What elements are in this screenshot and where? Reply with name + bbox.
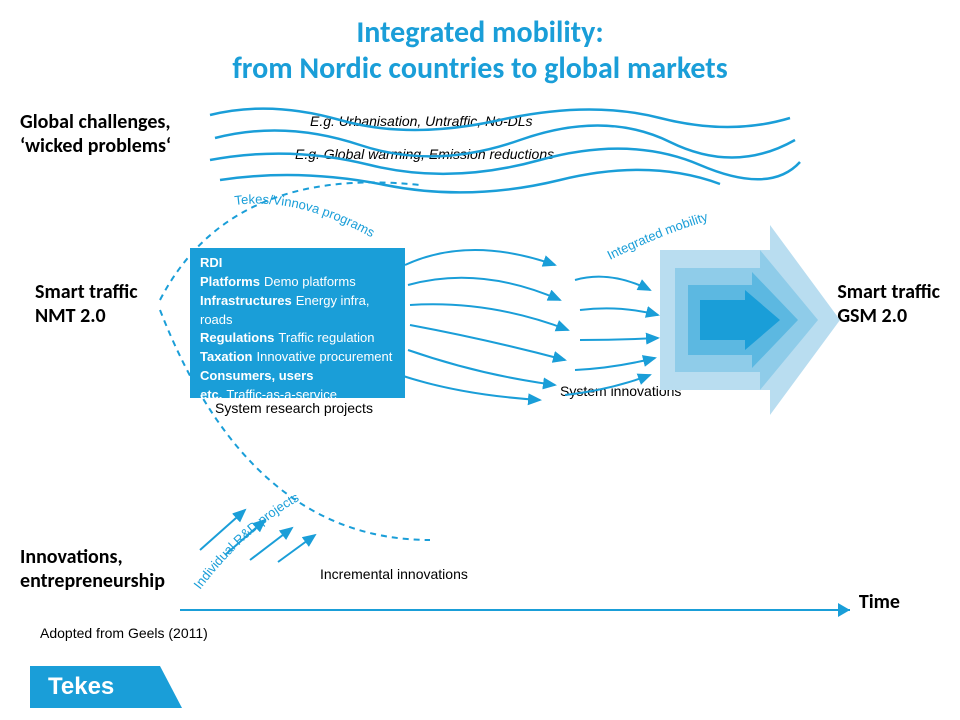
arrow-stack <box>660 225 840 415</box>
flow-arrows <box>400 250 658 400</box>
dashed-arcs <box>160 182 430 540</box>
wave-lines <box>210 109 800 193</box>
individual-curved-label: Individual R&D projects <box>190 489 301 591</box>
diagram-svg: Tekes/Vinnova programs Individual R&D pr… <box>0 0 960 720</box>
time-axis <box>180 603 850 617</box>
tekes-curved-label: Tekes/Vinnova programs <box>234 192 378 241</box>
